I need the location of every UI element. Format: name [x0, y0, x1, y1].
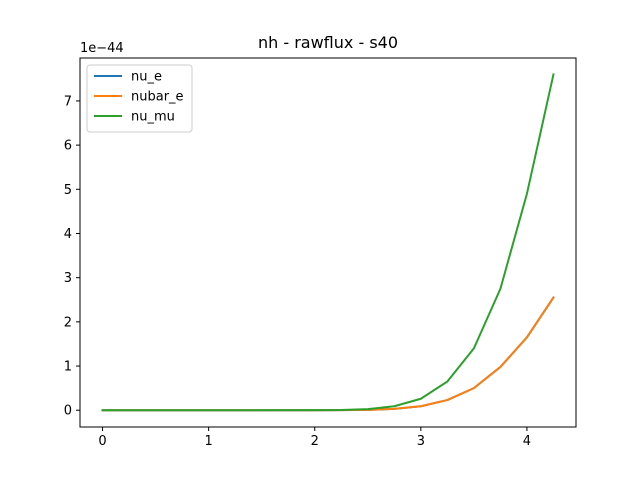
y-tick-label: 7 [64, 94, 72, 109]
y-tick-label: 4 [64, 227, 72, 242]
plot-frame [79, 57, 577, 428]
y-tick-label: 6 [64, 139, 72, 154]
legend-label: nubar_e [131, 90, 184, 105]
plot-lines [101, 73, 555, 412]
series-line-nu-mu [101, 73, 555, 412]
x-tick-label: 0 [98, 434, 106, 449]
y-tick-label: 1 [64, 360, 72, 375]
x-tick-label: 4 [523, 434, 531, 449]
x-axis: 0 1 2 3 4 [98, 427, 531, 449]
chart-title: nh - rawflux - s40 [258, 33, 398, 52]
x-tick-label: 1 [205, 434, 213, 449]
y-axis: 0 1 2 3 4 5 6 7 [64, 94, 80, 419]
legend-label: nu_mu [131, 110, 175, 125]
y-tick-label: 5 [64, 183, 72, 198]
x-tick-label: 2 [311, 434, 319, 449]
legend: nu_e nubar_e nu_mu [86, 64, 193, 133]
y-offset-label: 1e−44 [80, 41, 124, 56]
y-tick-label: 2 [64, 315, 72, 330]
x-tick-label: 3 [417, 434, 425, 449]
legend-label: nu_e [131, 70, 162, 85]
y-tick-label: 3 [64, 271, 72, 286]
y-tick-label: 0 [64, 404, 72, 419]
